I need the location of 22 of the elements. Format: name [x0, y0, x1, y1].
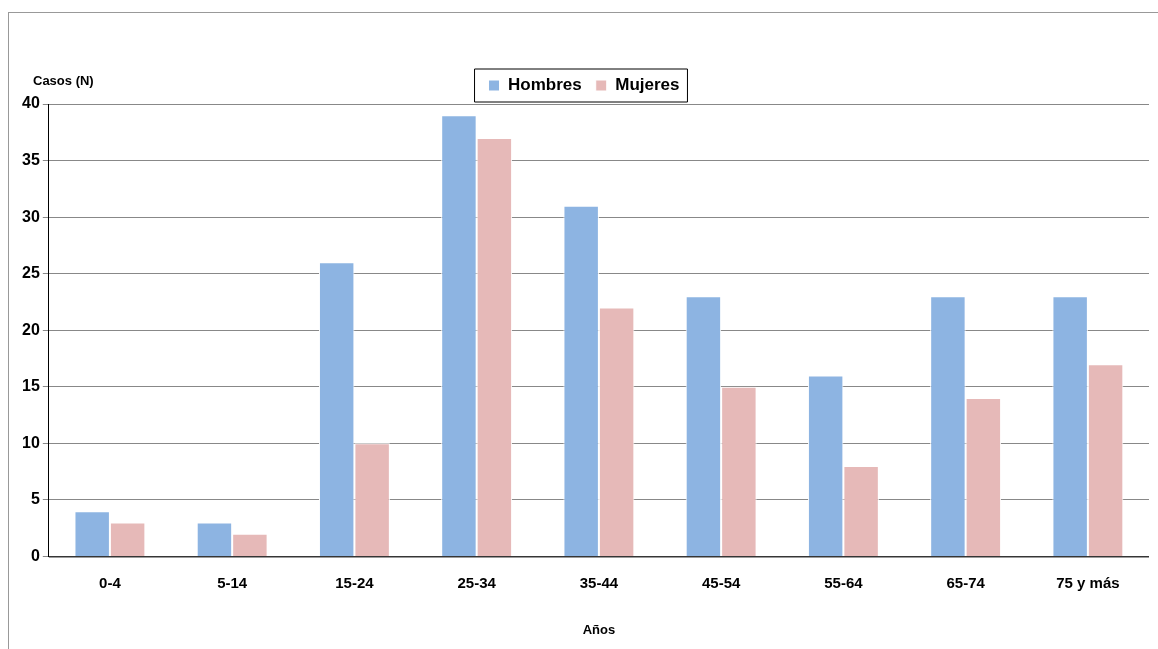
y-tick-label: 25 — [22, 264, 40, 282]
y-tick-label: 40 — [22, 94, 40, 112]
x-tick-label: 75 y más — [1056, 573, 1120, 591]
legend-label: Hombres — [508, 75, 582, 95]
y-tick-label: 15 — [22, 377, 40, 395]
y-axis-title: Casos (N) — [33, 72, 94, 88]
y-tick-label: 30 — [22, 207, 40, 225]
y-tick-label: 35 — [22, 150, 40, 168]
y-tick-label: 5 — [30, 490, 40, 508]
y-tick-label: 20 — [22, 320, 40, 338]
x-axis-title: Años — [582, 621, 616, 637]
x-tick-label: 5-14 — [217, 573, 248, 591]
legend-label: Mujeres — [615, 75, 680, 95]
x-tick-label: 25-34 — [457, 573, 497, 591]
x-tick-label: 45-54 — [701, 573, 741, 591]
y-tick-label: 0 — [30, 546, 40, 564]
x-tick-label: 0-4 — [99, 573, 122, 591]
x-tick-label: 15-24 — [335, 573, 375, 591]
x-tick-label: 35-44 — [579, 573, 619, 591]
y-tick-label: 10 — [22, 433, 40, 451]
x-tick-label: 65-74 — [946, 573, 986, 591]
x-tick-label: 55-64 — [824, 573, 864, 591]
